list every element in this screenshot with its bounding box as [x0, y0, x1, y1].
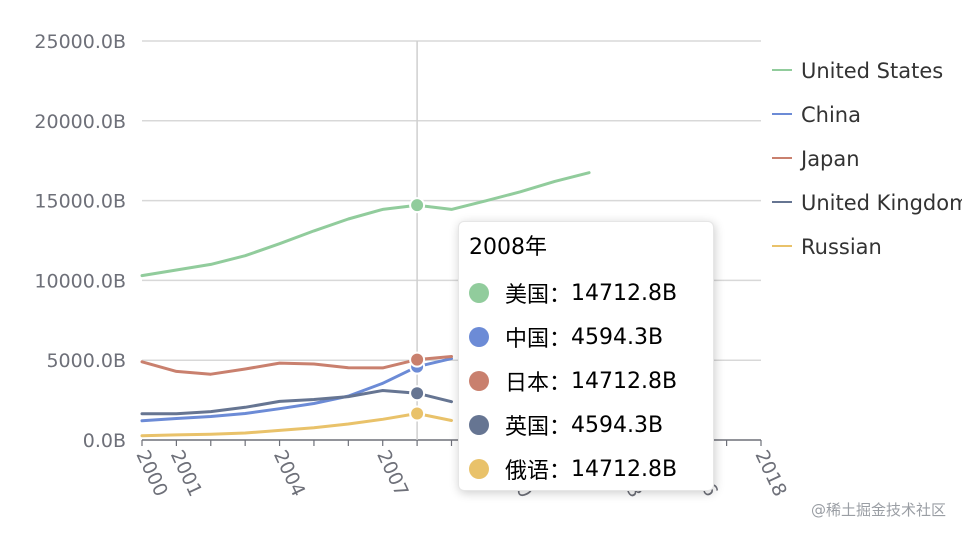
series-line-1	[140, 357, 453, 423]
hover-point-4	[409, 405, 426, 422]
x-tick-label: 2004	[269, 447, 309, 500]
tooltip-dot-icon	[469, 283, 489, 303]
tooltip-value: 4594.3B	[571, 324, 664, 350]
hover-point-0	[409, 197, 426, 214]
y-tick-label: 25000.0B	[34, 31, 126, 53]
tooltip-dot-icon	[469, 459, 489, 479]
series-line-0	[140, 171, 591, 278]
tooltip: 2008年 美国： 14712.8B 中国： 4594.3B 日本： 14712.8B…	[458, 221, 714, 491]
tooltip-label: 英国：	[505, 415, 572, 440]
watermark: @稀土掘金技术社区	[810, 501, 946, 519]
legend-label: United Kingdom	[801, 191, 962, 215]
tooltip-value: 14712.8B	[571, 280, 678, 306]
legend-item-4[interactable]: Russian	[772, 235, 882, 259]
y-tick-label: 15000.0B	[34, 191, 126, 213]
tooltip-row-china: 中国： 4594.3B	[469, 315, 703, 359]
hover-point-3	[409, 385, 426, 402]
tooltip-dot-icon	[469, 415, 489, 435]
series-lines	[140, 171, 591, 438]
y-tick-label: 5000.0B	[46, 350, 126, 372]
hover-points	[409, 197, 426, 422]
tooltip-value: 14712.8B	[571, 456, 678, 482]
y-tick-label: 10000.0B	[34, 270, 126, 292]
legend-label: United States	[801, 59, 943, 83]
y-tick-label: 0.0B	[83, 430, 126, 452]
tooltip-value: 4594.3B	[571, 412, 664, 438]
legend-item-3[interactable]: United Kingdom	[772, 191, 962, 215]
x-tick-label: 2018	[750, 447, 790, 500]
legend-item-0[interactable]: United States	[772, 59, 943, 83]
tooltip-label: 日本：	[505, 371, 572, 396]
tooltip-title: 2008年	[469, 235, 547, 260]
series-line-3	[140, 389, 453, 416]
tooltip-row-us: 美国： 14712.8B	[469, 271, 703, 315]
legend-item-2[interactable]: Japan	[772, 147, 860, 171]
tooltip-dot-icon	[469, 327, 489, 347]
x-tick-label: 2000	[131, 447, 171, 500]
tooltip-row-japan: 日本： 14712.8B	[469, 359, 703, 403]
y-tick-label: 20000.0B	[34, 111, 126, 133]
x-tick-label: 2001	[166, 447, 206, 500]
legend-label: Russian	[801, 235, 882, 259]
hover-point-2	[409, 351, 426, 368]
legend-label: Japan	[799, 147, 860, 171]
y-axis: 0.0B 5000.0B 10000.0B 15000.0B 20000.0B 25000…	[34, 31, 126, 452]
tooltip-label: 美国：	[505, 283, 572, 308]
tooltip-dot-icon	[469, 371, 489, 391]
legend-item-1[interactable]: China	[772, 103, 861, 127]
series-line-4	[140, 412, 453, 438]
tooltip-label: 中国：	[505, 327, 572, 352]
tooltip-label: 俄语：	[505, 459, 572, 484]
series-line-2	[140, 355, 453, 376]
tooltip-value: 14712.8B	[571, 368, 678, 394]
legend[interactable]: United States China Japan United Kingdom Rus…	[772, 59, 962, 259]
tooltip-row-russia: 俄语： 14712.8B	[469, 447, 703, 491]
tooltip-row-uk: 英国： 4594.3B	[469, 403, 703, 447]
legend-label: China	[801, 103, 861, 127]
x-tick-label: 2007	[372, 447, 412, 500]
